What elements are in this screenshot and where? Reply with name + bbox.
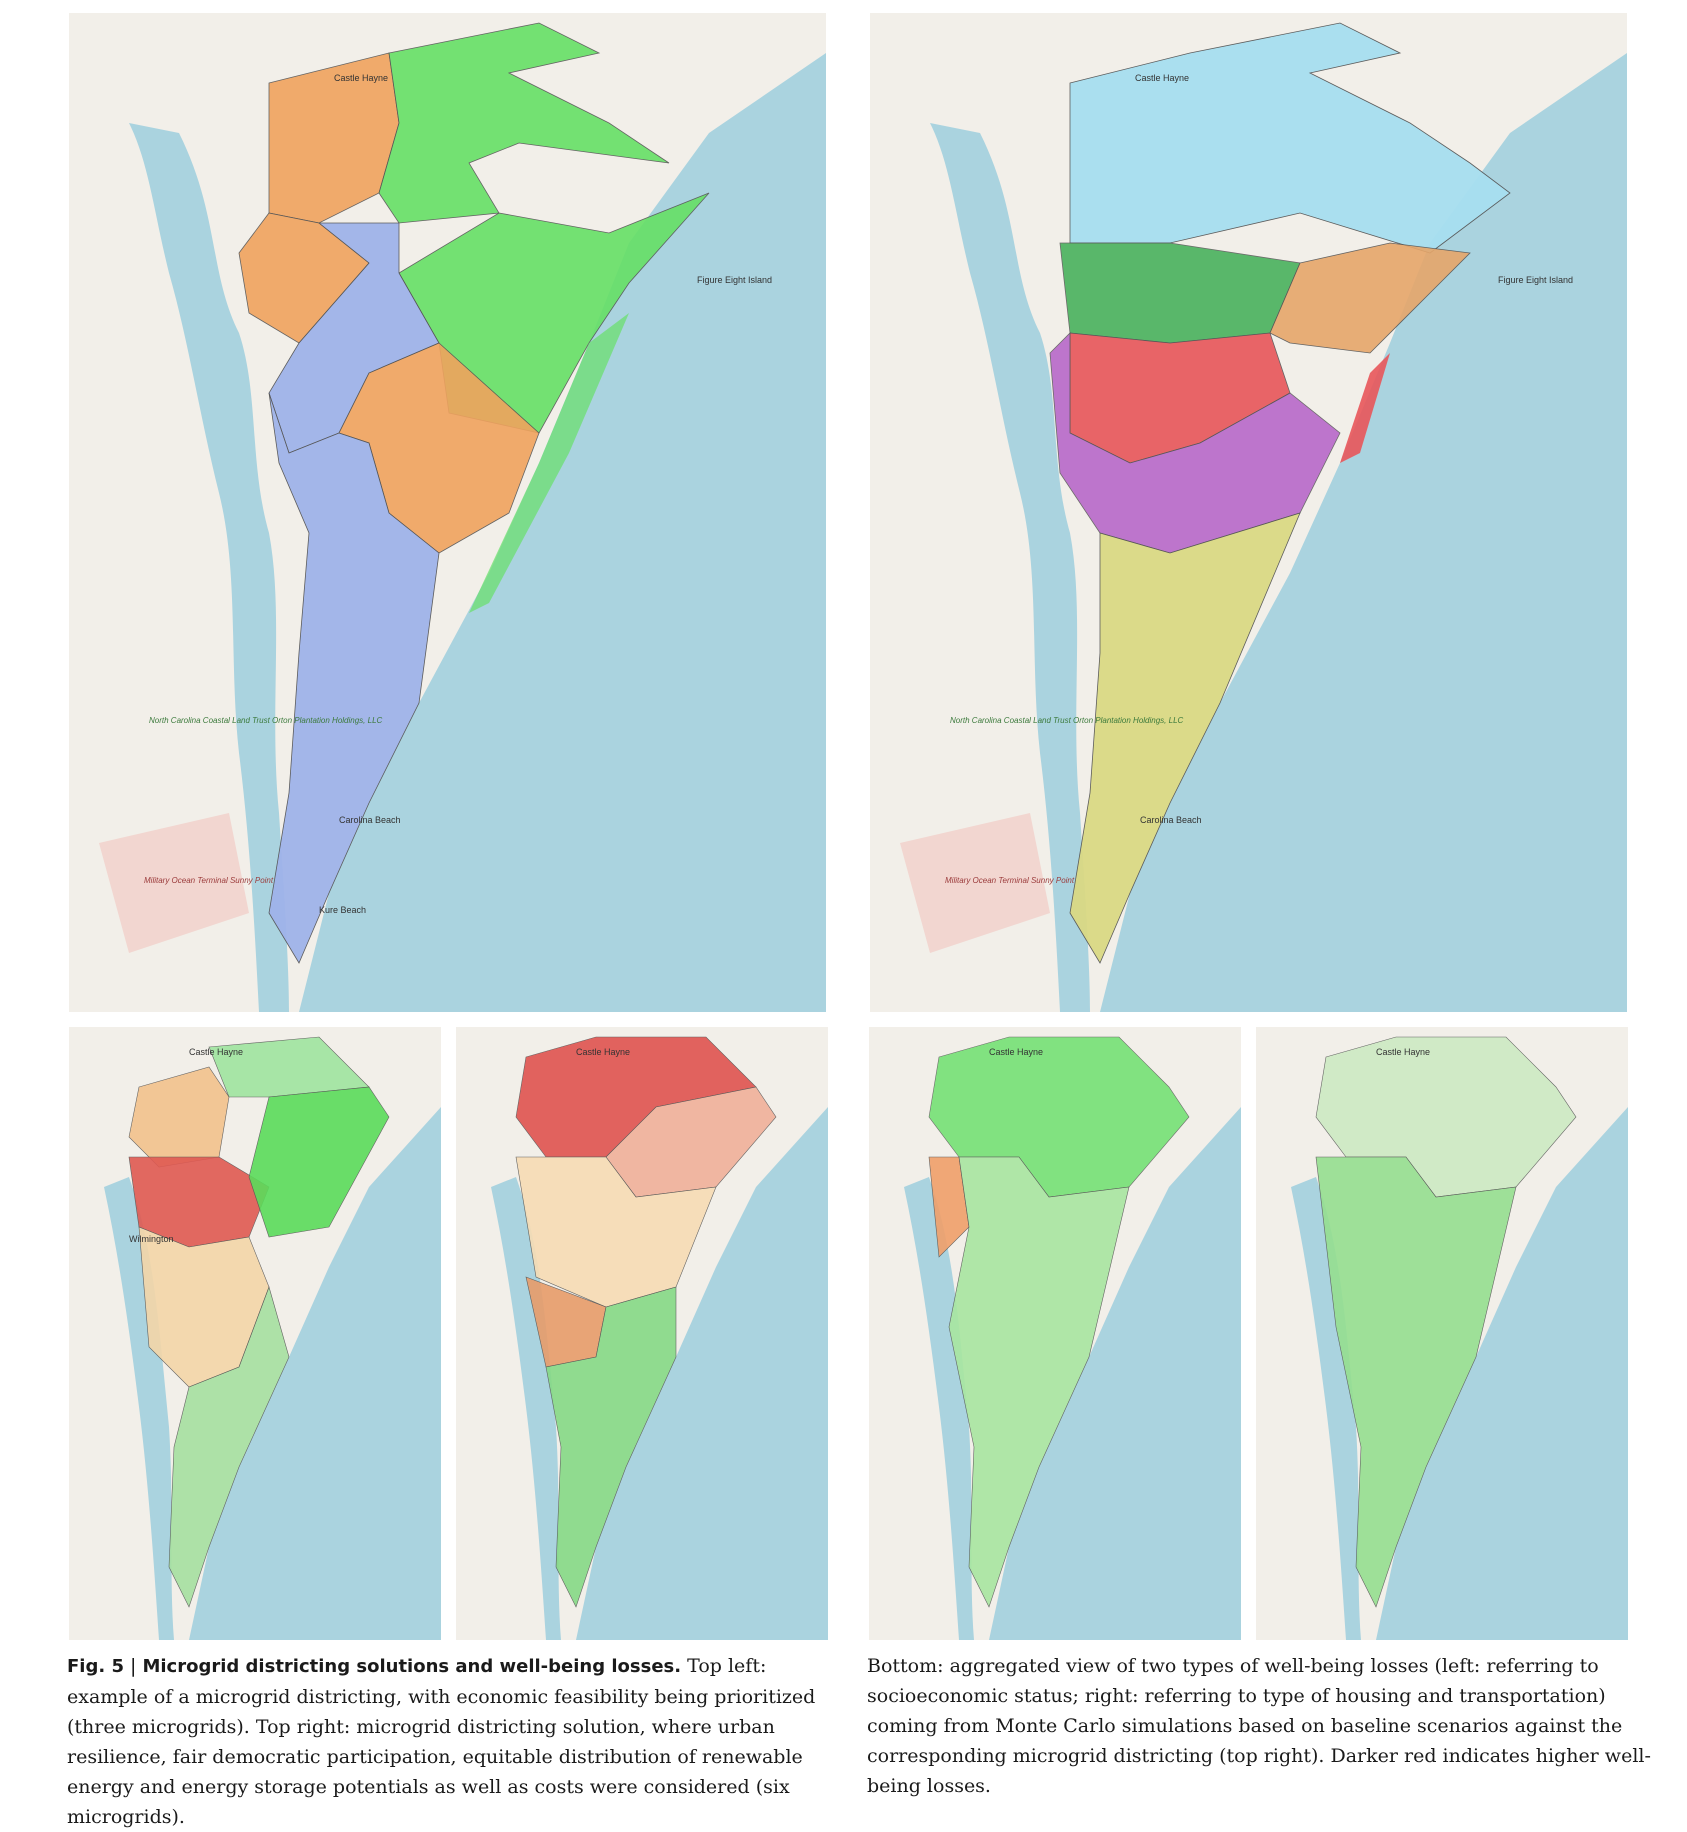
river: [129, 123, 289, 1012]
figure-title: Microgrid districting solutions and well…: [142, 1656, 682, 1677]
label-land-trust: North Carolina Coastal Land Trust Orton …: [149, 716, 383, 725]
label-castle-hayne: Castle Hayne: [989, 1047, 1043, 1057]
map-bottom-3-svg: Castle Hayne: [869, 1027, 1241, 1640]
label-figure-eight: Figure Eight Island: [697, 275, 772, 285]
caption-left-text: Top left: example of a microgrid distric…: [67, 1655, 816, 1828]
map-bottom-losses-a: Castle Hayne Wilmington: [69, 1027, 441, 1640]
label-carolina-beach: Carolina Beach: [1140, 815, 1202, 825]
label-castle-hayne: Castle Hayne: [334, 73, 388, 83]
label-castle-hayne: Castle Hayne: [189, 1047, 243, 1057]
label-wilmington: Wilmington: [129, 1234, 174, 1244]
label-castle-hayne: Castle Hayne: [1135, 73, 1189, 83]
region-light-green-central: [948, 1156, 1130, 1608]
region-blue-south: [268, 392, 440, 964]
region-cream-central: [515, 1156, 717, 1308]
region-purple: [1049, 332, 1341, 554]
region-yellow: [1069, 512, 1301, 964]
river: [930, 123, 1090, 1012]
figure-number: Fig. 5: [67, 1656, 124, 1677]
label-figure-eight: Figure Eight Island: [1498, 275, 1573, 285]
label-land-trust: North Carolina Coastal Land Trust Orton …: [950, 716, 1184, 725]
military-area: [900, 813, 1050, 953]
barrier-red: [1340, 353, 1390, 463]
label-carolina-beach: Carolina Beach: [339, 815, 401, 825]
label-military: Military Ocean Terminal Sunny Point: [144, 876, 274, 885]
map-top-left-svg: Castle Hayne Figure Eight Island Carolin…: [69, 13, 826, 1012]
map-top-right-six-microgrids: Castle Hayne Figure Eight Island Carolin…: [870, 13, 1627, 1012]
map-bottom-1-svg: Castle Hayne Wilmington: [69, 1027, 441, 1640]
label-castle-hayne: Castle Hayne: [1376, 1047, 1430, 1057]
region-green-east: [248, 1086, 390, 1238]
map-bottom-losses-b: Castle Hayne: [456, 1027, 828, 1640]
label-military: Military Ocean Terminal Sunny Point: [945, 876, 1075, 885]
map-bottom-4-svg: Castle Hayne: [1256, 1027, 1628, 1640]
river: [904, 1177, 974, 1640]
region-tan-east: [1269, 242, 1471, 354]
map-bottom-losses-d: Castle Hayne: [1256, 1027, 1628, 1640]
military-area: [99, 813, 249, 953]
map-top-right-svg: Castle Hayne Figure Eight Island Carolin…: [870, 13, 1627, 1012]
river: [104, 1177, 174, 1640]
region-green-south: [168, 1286, 290, 1608]
figure-caption-right: Bottom: aggregated view of two types of …: [867, 1651, 1657, 1801]
river: [1291, 1177, 1361, 1640]
map-top-left-three-microgrids: Castle Hayne Figure Eight Island Carolin…: [69, 13, 826, 1012]
map-bottom-losses-c: Castle Hayne: [869, 1027, 1241, 1640]
region-green-south: [545, 1286, 677, 1608]
river: [491, 1177, 561, 1640]
figure-caption-left: Fig. 5 | Microgrid districting solutions…: [67, 1655, 816, 1828]
map-bottom-2-svg: Castle Hayne: [456, 1027, 828, 1640]
label-castle-hayne: Castle Hayne: [576, 1047, 630, 1057]
label-kure-beach: Kure Beach: [319, 905, 366, 915]
region-dark-green: [1059, 242, 1301, 344]
barrier-island: [469, 313, 629, 613]
region-green-north: [378, 22, 670, 224]
region-green-central: [1315, 1156, 1517, 1608]
caption-right-text: Bottom: aggregated view of two types of …: [867, 1655, 1651, 1797]
